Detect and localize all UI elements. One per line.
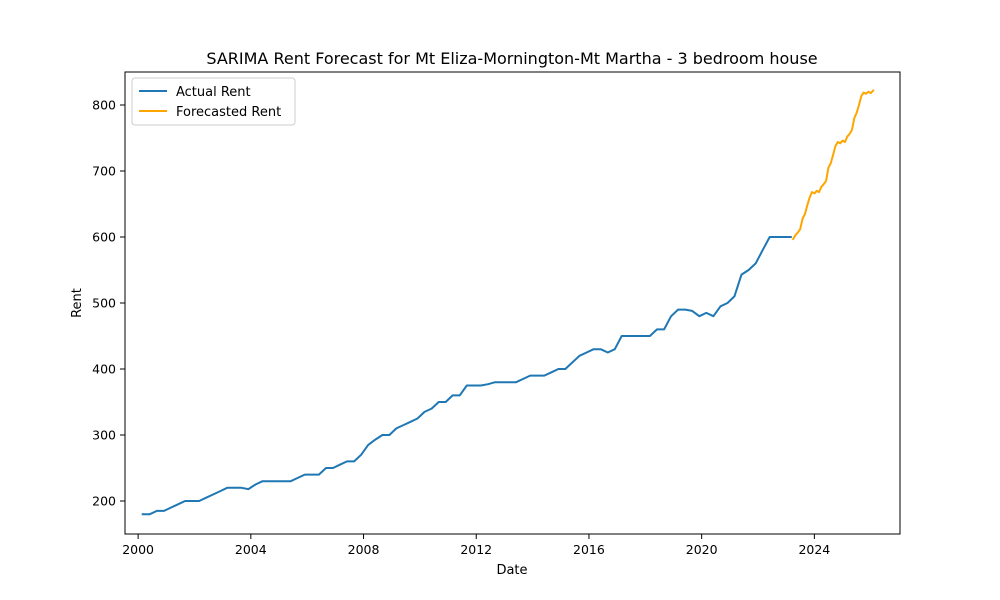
x-tick-label: 2012 <box>460 542 492 557</box>
x-tick-label: 2020 <box>686 542 718 557</box>
y-tick-label: 200 <box>92 494 116 509</box>
series-line-forecasted-rent <box>791 89 875 241</box>
x-tick-label: 2016 <box>573 542 605 557</box>
legend: Actual Rent Forecasted Rent <box>131 77 296 126</box>
y-tick-label: 800 <box>92 98 116 113</box>
x-tick-label: 2004 <box>235 542 267 557</box>
x-axis: 2000 2004 2008 2012 2016 2020 2024 <box>122 534 830 557</box>
y-tick-label: 400 <box>92 362 116 377</box>
x-tick-label: 2000 <box>122 542 154 557</box>
legend-box <box>131 77 296 126</box>
y-tick-label: 700 <box>92 164 116 179</box>
x-tick-label: 2024 <box>798 542 830 557</box>
x-axis-label: Date <box>496 563 527 578</box>
y-tick-label: 300 <box>92 428 116 443</box>
plot-frame <box>124 71 901 535</box>
legend-label-actual-rent: Actual Rent <box>176 85 251 100</box>
series-line-actual-rent <box>141 236 792 516</box>
y-tick-label: 600 <box>92 230 116 245</box>
legend-label-forecasted-rent: Forecasted Rent <box>176 105 281 120</box>
x-tick-label: 2008 <box>348 542 380 557</box>
y-tick-label: 500 <box>92 296 116 311</box>
chart-title: SARIMA Rent Forecast for Mt Eliza-Mornin… <box>206 49 817 68</box>
plot-area <box>141 89 875 516</box>
y-axis: 200 300 400 500 600 700 800 <box>92 98 125 509</box>
y-axis-label: Rent <box>70 288 85 318</box>
